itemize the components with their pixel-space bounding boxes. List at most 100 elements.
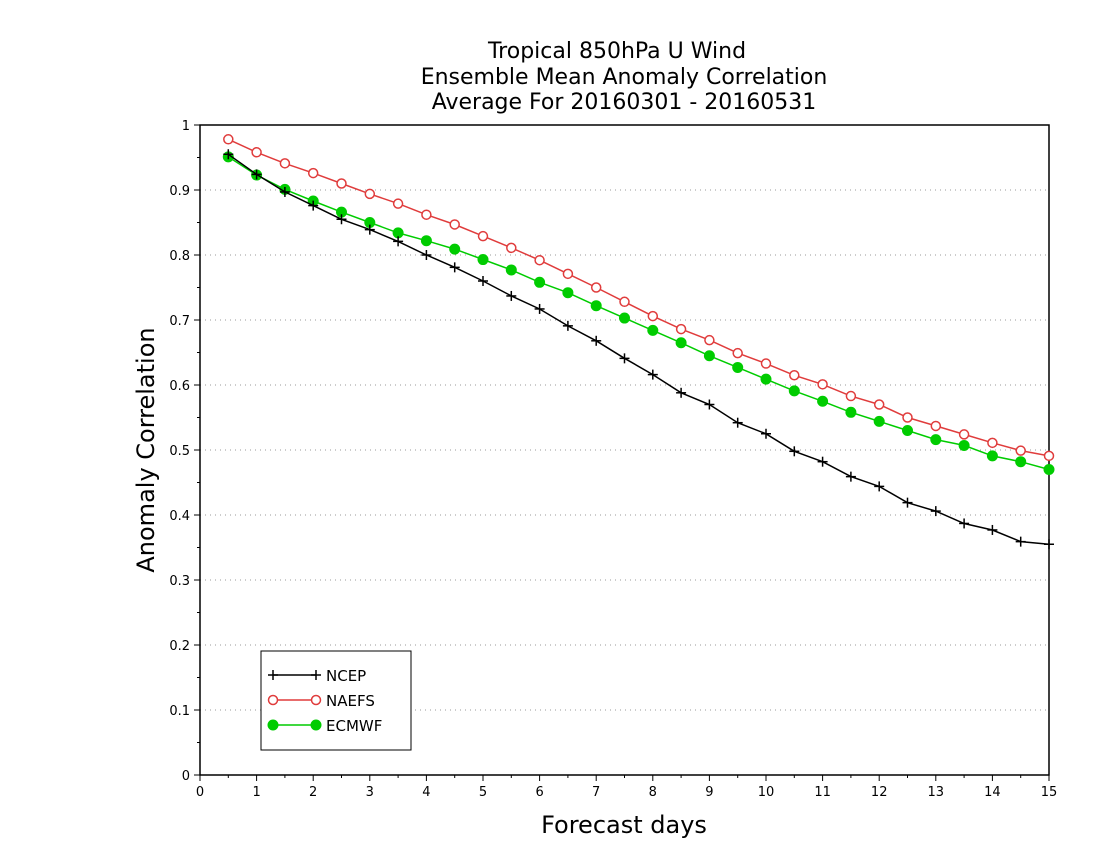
x-tick-label-8: 8 — [649, 785, 657, 800]
point-ecmwf-24 — [902, 425, 913, 436]
series-naefs — [223, 134, 1055, 462]
point-naefs-17 — [704, 334, 715, 346]
point-naefs-27 — [987, 437, 998, 449]
point-ecmwf-9 — [477, 254, 489, 266]
y-tick-label-7: 0.7 — [169, 314, 190, 329]
point-ecmwf-16 — [675, 337, 687, 349]
legend-label-naefs: NAEFS — [326, 692, 375, 710]
point-naefs-13 — [590, 282, 602, 293]
point-naefs-2 — [279, 158, 291, 169]
series-lines — [222, 134, 1055, 550]
point-ncep-10 — [506, 290, 517, 301]
point-ecmwf-7 — [420, 235, 432, 247]
point-naefs-15 — [647, 310, 659, 322]
point-naefs-4 — [336, 178, 347, 189]
y-tick-label-2: 0.2 — [169, 639, 190, 654]
point-naefs-21 — [817, 379, 828, 390]
point-ncep-25 — [930, 506, 941, 517]
point-ecmwf-11 — [534, 276, 546, 288]
point-ecmwf-23 — [873, 415, 885, 427]
point-ecmwf-12 — [562, 287, 574, 299]
point-ncep-13 — [591, 335, 602, 346]
point-ecmwf-21 — [817, 395, 829, 407]
point-naefs-19 — [760, 358, 772, 369]
y-axis-title: Anomaly Correlation — [132, 327, 160, 572]
axes: 00.10.20.30.40.50.60.70.80.910 1 2 3 4 5 6 7 8 9 1… — [169, 119, 1057, 800]
y-tick-label-3: 0.3 — [169, 574, 190, 589]
series-line-naefs — [227, 138, 1050, 457]
legend-marker-start-ecmwf — [267, 719, 279, 731]
point-ncep-4 — [336, 214, 347, 225]
point-ecmwf-8 — [449, 243, 461, 255]
point-ncep-27 — [987, 524, 998, 535]
point-ncep-8 — [449, 262, 460, 273]
legend-label-ecmwf: ECMWF — [326, 717, 382, 735]
gridlines — [200, 189, 1049, 711]
point-ncep-16 — [676, 387, 687, 398]
x-tick-label-5: 5 — [479, 785, 487, 800]
point-ecmwf-20 — [788, 385, 800, 397]
x-tick-label-2: 2 — [309, 785, 317, 800]
point-ecmwf-26 — [958, 439, 970, 451]
point-ncep-2 — [279, 186, 290, 197]
point-ncep-22 — [845, 471, 856, 482]
legend-item-ecmwf: ECMWF — [267, 717, 382, 735]
point-naefs-14 — [619, 296, 630, 308]
point-ncep-15 — [647, 369, 658, 380]
y-tick-label-10: 1 — [182, 119, 190, 134]
point-ncep-18 — [732, 417, 743, 428]
legend-marker-end-naefs — [310, 694, 322, 706]
point-naefs-1 — [251, 147, 262, 158]
point-ncep-26 — [959, 518, 970, 529]
title-line-3: Average For 20160301 - 20160531 — [432, 90, 817, 115]
y-tick-label-1: 0.1 — [169, 704, 190, 719]
title-line-1: Tropical 850hPa U Wind — [487, 39, 746, 64]
x-tick-label-15: 15 — [1041, 785, 1058, 800]
x-tick-label-11: 11 — [814, 785, 831, 800]
series-line-ncep — [227, 153, 1050, 546]
series-ncep — [223, 149, 1054, 550]
point-ncep-12 — [562, 320, 573, 331]
x-axis-title: Forecast days — [541, 811, 707, 839]
point-ncep-3 — [308, 200, 319, 211]
point-naefs-3 — [307, 167, 319, 179]
y-tick-label-8: 0.8 — [169, 249, 190, 264]
point-ecmwf-14 — [619, 312, 630, 324]
point-naefs-29 — [1043, 450, 1055, 462]
point-ncep-20 — [789, 446, 800, 457]
x-tick-label-7: 7 — [592, 785, 600, 800]
point-ncep-29 — [1044, 539, 1054, 550]
legend-marker-start-ncep — [268, 670, 278, 680]
x-tick-label-4: 4 — [422, 785, 430, 800]
point-ncep-17 — [704, 399, 715, 410]
x-tick-label-1: 1 — [252, 785, 260, 800]
point-ecmwf-17 — [703, 350, 715, 362]
point-naefs-28 — [1015, 445, 1026, 456]
x-tick-label-10: 10 — [758, 785, 775, 800]
y-tick-label-4: 0.4 — [169, 509, 190, 524]
series-ecmwf — [222, 151, 1055, 475]
point-naefs-0 — [223, 134, 234, 145]
legend: NCEP NAEFS ECMWF — [260, 650, 412, 751]
point-ncep-19 — [761, 428, 771, 439]
x-tick-label-3: 3 — [366, 785, 374, 800]
legend-label-ncep: NCEP — [326, 667, 366, 685]
x-tick-label-6: 6 — [535, 785, 543, 800]
y-tick-label-6: 0.6 — [169, 379, 190, 394]
point-ncep-9 — [478, 276, 488, 286]
point-ecmwf-18 — [732, 361, 744, 373]
point-ncep-6 — [393, 236, 404, 247]
point-ncep-7 — [421, 250, 432, 260]
legend-item-ncep: NCEP — [268, 667, 366, 685]
chart-title: Tropical 850hPa U Wind Ensemble Mean Ano… — [421, 39, 828, 115]
point-naefs-23 — [873, 399, 885, 410]
point-naefs-6 — [392, 198, 404, 209]
point-ecmwf-22 — [845, 406, 857, 418]
point-ecmwf-29 — [1043, 464, 1055, 475]
point-ncep-14 — [619, 353, 630, 364]
title-line-2: Ensemble Mean Anomaly Correlation — [421, 65, 828, 90]
point-naefs-9 — [477, 230, 489, 242]
x-tick-label-0: 0 — [196, 785, 204, 800]
